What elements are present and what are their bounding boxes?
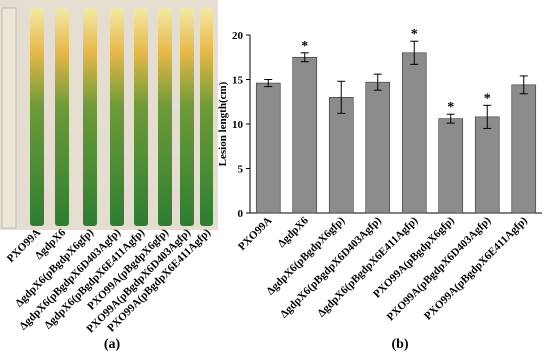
significance-mark: * bbox=[447, 100, 454, 115]
bar bbox=[365, 81, 391, 214]
bar bbox=[292, 56, 318, 214]
bar bbox=[474, 116, 500, 214]
y-tick-label: 20 bbox=[232, 30, 244, 42]
bar bbox=[401, 52, 427, 214]
bar bbox=[438, 118, 464, 214]
bar bbox=[328, 97, 354, 214]
significance-mark: * bbox=[484, 91, 491, 106]
significance-mark: * bbox=[301, 39, 308, 54]
bar bbox=[511, 84, 537, 214]
y-axis-label: Lesion length(cm) bbox=[217, 81, 229, 166]
bar bbox=[255, 82, 281, 214]
y-tick-label: 10 bbox=[232, 119, 244, 131]
caption: (a) bbox=[104, 337, 121, 352]
x-tick-label: ΔgdpX6 bbox=[275, 214, 311, 250]
x-tick-label: PXO99A bbox=[236, 215, 274, 253]
significance-mark: * bbox=[411, 27, 418, 42]
y-tick-label: 0 bbox=[238, 208, 244, 220]
y-tick-label: 5 bbox=[238, 164, 244, 176]
caption: (b) bbox=[391, 337, 408, 352]
leaf-photo bbox=[0, 0, 218, 230]
y-tick-label: 15 bbox=[232, 75, 244, 87]
